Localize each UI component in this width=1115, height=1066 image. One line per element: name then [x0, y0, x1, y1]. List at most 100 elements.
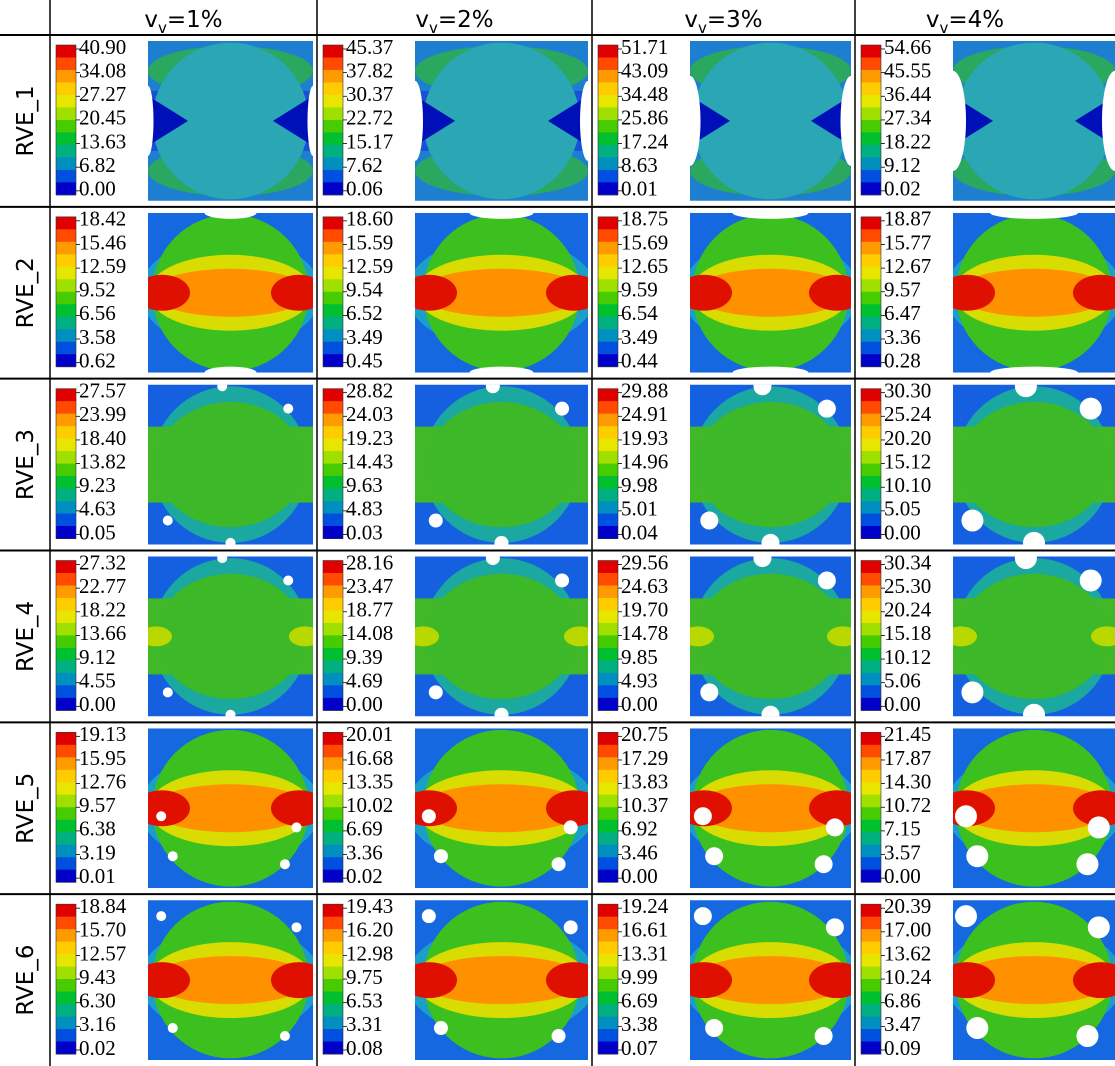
- colorbar-band: [861, 623, 881, 636]
- colorbar-label: 30.34: [884, 550, 932, 574]
- void: [815, 1027, 833, 1045]
- colorbar-band: [861, 107, 881, 120]
- colorbar-label: 20.01: [346, 722, 393, 746]
- void: [470, 207, 534, 219]
- contour-plot: [134, 207, 327, 379]
- void: [694, 907, 712, 925]
- header-text: =4%: [948, 7, 1004, 33]
- colorbar-label: 54.66: [884, 35, 931, 59]
- colorbar-band: [323, 954, 343, 967]
- cell: 20.7517.2913.8310.376.923.460.00: [598, 722, 865, 888]
- colorbar-label: 17.29: [621, 746, 668, 770]
- colorbar-band: [323, 414, 343, 427]
- void: [1088, 816, 1110, 838]
- void: [156, 811, 166, 821]
- colorbar-band: [861, 182, 881, 195]
- colorbar-band: [598, 107, 618, 120]
- colorbar-band: [56, 904, 76, 917]
- cell: 18.8415.7012.579.436.303.160.02: [56, 894, 327, 1060]
- colorbar-band: [323, 992, 343, 1005]
- colorbar-band: [323, 242, 343, 255]
- void: [961, 681, 983, 703]
- colorbar-band: [861, 57, 881, 70]
- colorbar-band: [56, 770, 76, 783]
- colorbar-band: [598, 401, 618, 414]
- cell: 18.8715.7712.679.576.473.360.28: [861, 207, 1115, 379]
- colorbar-label: 10.02: [346, 793, 393, 817]
- colorbar-band: [56, 857, 76, 870]
- colorbar-label: 6.92: [621, 817, 658, 841]
- colorbar-band: [323, 1029, 343, 1042]
- hot-spot: [827, 626, 859, 646]
- colorbar-band: [598, 70, 618, 83]
- colorbar-label: 14.78: [621, 621, 668, 645]
- colorbar-band: [56, 170, 76, 183]
- colorbar-label: 0.02: [79, 1036, 116, 1060]
- colorbar-label: 10.24: [884, 965, 932, 989]
- colorbar-band: [598, 304, 618, 317]
- colorbar-label: 9.23: [79, 473, 116, 497]
- colorbar-band: [861, 992, 881, 1005]
- void: [217, 381, 227, 391]
- colorbar-label: 8.63: [621, 153, 658, 177]
- void: [961, 510, 983, 532]
- colorbar-band: [56, 354, 76, 367]
- colorbar-band: [861, 217, 881, 230]
- colorbar-band: [598, 82, 618, 95]
- colorbar-label: 13.83: [621, 769, 668, 793]
- colorbar-band: [861, 795, 881, 808]
- colorbar-band: [323, 254, 343, 267]
- colorbar-band: [56, 673, 76, 686]
- colorbar-label: 3.49: [346, 325, 383, 349]
- colorbar-band: [861, 1029, 881, 1042]
- colorbar-band: [323, 229, 343, 242]
- colorbar-band: [598, 254, 618, 267]
- colorbar-band: [598, 635, 618, 648]
- colorbar-band: [861, 426, 881, 439]
- void: [486, 551, 500, 565]
- colorbar-band: [323, 170, 343, 183]
- colorbar-band: [861, 770, 881, 783]
- hot-spot: [682, 626, 714, 646]
- colorbar-band: [861, 904, 881, 917]
- cell: 27.3222.7718.2213.669.124.550.00: [56, 550, 321, 719]
- colorbar-band: [861, 660, 881, 673]
- colorbar-label: 0.07: [621, 1036, 658, 1060]
- void: [955, 905, 977, 927]
- colorbar-label: 6.56: [79, 301, 116, 325]
- colorbar-band: [598, 354, 618, 367]
- contour-plot: [682, 377, 859, 552]
- colorbar-label: 0.09: [884, 1036, 921, 1060]
- colorbar-band: [323, 832, 343, 845]
- colorbar-band: [56, 439, 76, 452]
- colorbar-label: 4.63: [79, 497, 116, 521]
- hot-spot: [134, 275, 190, 311]
- colorbar-band: [861, 917, 881, 930]
- colorbar-band: [56, 107, 76, 120]
- colorbar-band: [56, 917, 76, 930]
- colorbar-band: [861, 401, 881, 414]
- colorbar-label: 28.16: [346, 550, 393, 574]
- colorbar-band: [861, 585, 881, 598]
- colorbar-band: [323, 45, 343, 58]
- colorbar-band: [598, 279, 618, 292]
- colorbar-band: [598, 698, 618, 711]
- colorbar-label: 9.75: [346, 965, 383, 989]
- colorbar-label: 3.47: [884, 1012, 921, 1036]
- colorbar-band: [598, 45, 618, 58]
- colorbar-label: 12.59: [79, 254, 126, 278]
- colorbar-band: [56, 501, 76, 514]
- colorbar-band: [861, 979, 881, 992]
- void: [434, 1021, 448, 1035]
- colorbar-label: 0.08: [346, 1036, 383, 1060]
- colorbar-band: [56, 845, 76, 858]
- colorbar-band: [56, 942, 76, 955]
- colorbar-band: [56, 451, 76, 464]
- colorbar-label: 19.13: [79, 722, 126, 746]
- colorbar-band: [861, 439, 881, 452]
- colorbar-band: [861, 489, 881, 502]
- void: [226, 710, 236, 720]
- colorbar-band: [598, 942, 618, 955]
- core: [156, 574, 305, 699]
